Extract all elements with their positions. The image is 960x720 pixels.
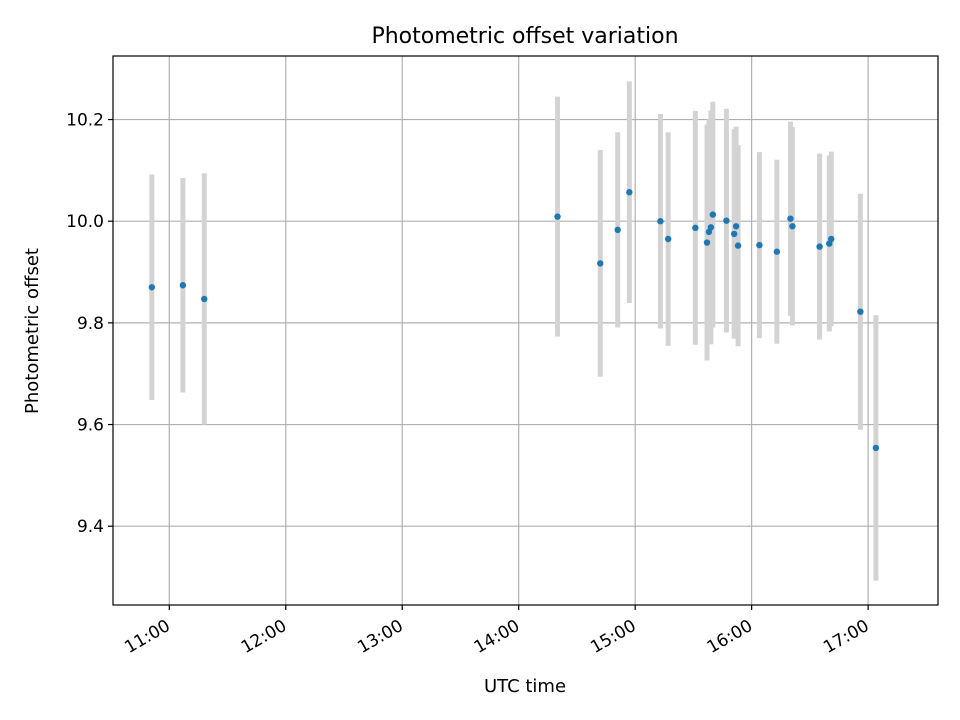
data-point	[789, 223, 796, 230]
chart-title: Photometric offset variation	[371, 24, 678, 49]
data-point	[664, 235, 672, 243]
data-points	[148, 189, 880, 452]
data-point	[732, 223, 740, 230]
y-axis-label: Photometric offset	[22, 248, 43, 414]
data-point	[707, 224, 715, 231]
data-point	[734, 242, 742, 249]
data-point	[626, 189, 633, 196]
data-point	[597, 260, 604, 267]
y-tick-label: 10.2	[66, 111, 104, 131]
data-point	[872, 444, 880, 452]
data-point	[709, 211, 717, 218]
x-axis-label: UTC time	[484, 676, 566, 697]
x-tick-label: 14:00	[471, 616, 523, 658]
data-point	[816, 243, 823, 250]
y-tick-label: 10.0	[66, 212, 104, 232]
data-point	[614, 226, 621, 234]
data-point	[828, 235, 835, 243]
data-point	[201, 295, 208, 303]
data-point	[857, 308, 864, 315]
plot-frame	[112, 55, 939, 606]
errorbars	[149, 81, 879, 581]
data-point	[773, 248, 781, 255]
data-point	[787, 215, 794, 222]
data-point	[554, 213, 561, 220]
x-tick-label: 17:00	[820, 616, 872, 658]
data-point	[148, 284, 156, 291]
data-point	[692, 224, 699, 232]
x-tick-label: 11:00	[121, 616, 173, 658]
x-tick-label: 12:00	[238, 616, 290, 658]
data-point	[756, 241, 763, 249]
y-tick-label: 9.8	[77, 314, 104, 334]
y-tick-label: 9.6	[77, 416, 104, 436]
grid-lines	[113, 56, 938, 605]
data-point	[703, 239, 711, 246]
data-point	[723, 217, 730, 224]
x-tick-label: 13:00	[354, 616, 406, 658]
x-tick-label: 15:00	[587, 616, 639, 658]
data-point	[657, 218, 664, 225]
data-point	[179, 282, 187, 289]
data-point	[730, 230, 738, 238]
y-tick-label: 9.4	[77, 517, 104, 537]
x-tick-label: 16:00	[704, 616, 756, 658]
